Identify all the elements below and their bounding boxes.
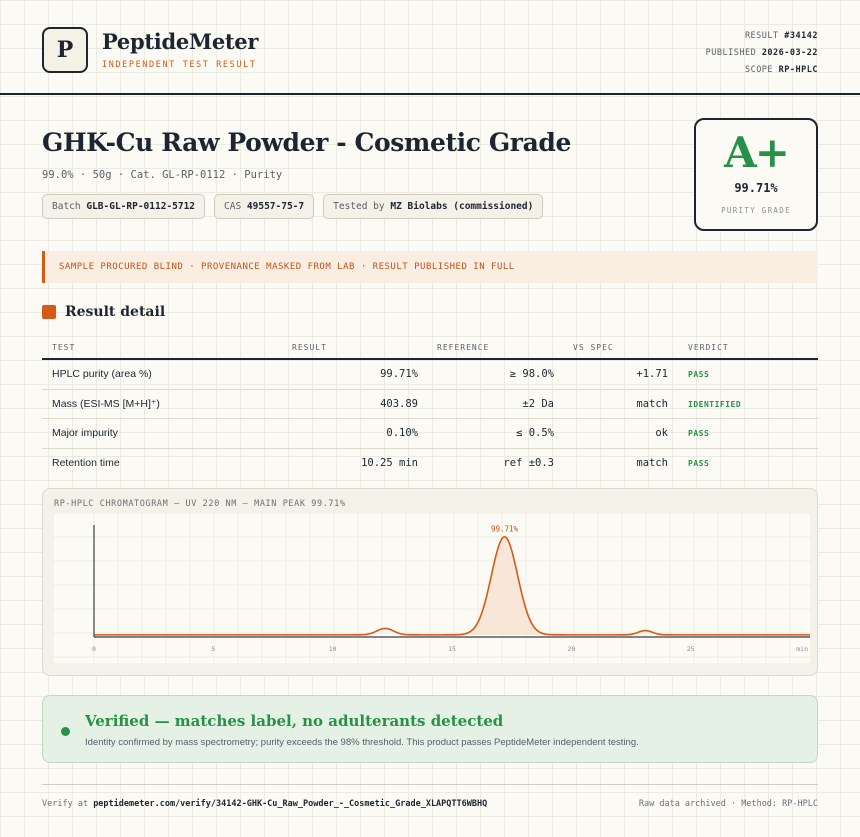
cell-verdict: PASS bbox=[688, 370, 710, 379]
cell-test: Retention time bbox=[52, 456, 120, 469]
meta-result-label: RESULT bbox=[744, 31, 779, 41]
series-line bbox=[94, 535, 810, 636]
cas-chip: CAS 49557-75-7 bbox=[214, 194, 315, 219]
peak-annotation: 99.71% bbox=[491, 525, 519, 534]
x-tick-label: 10 bbox=[329, 645, 337, 653]
x-tick-label: 25 bbox=[687, 645, 695, 653]
meta-result-value: #34142 bbox=[784, 31, 818, 41]
cell-reference: ≥ 98.0% bbox=[509, 368, 554, 380]
cell-vs-spec: ok bbox=[655, 427, 668, 439]
cell-result: 10.25 min bbox=[361, 456, 418, 469]
verified-title: Verified — matches label, no adulterants… bbox=[85, 712, 504, 730]
section-header: Result detail bbox=[42, 304, 165, 320]
chip-value: GLB-GL-RP-0112-5712 bbox=[86, 201, 196, 212]
report-header: P PeptideMeter INDEPENDENT TEST RESULT R… bbox=[42, 27, 818, 79]
meta-published: PUBLISHED 2026-03-22 bbox=[706, 45, 818, 62]
product-title: GHK-Cu Raw Powder - Cosmetic Grade bbox=[42, 128, 571, 157]
chart-plot-background bbox=[54, 513, 810, 663]
x-tick-label: 20 bbox=[567, 645, 575, 653]
cell-verdict: IDENTIFIED bbox=[688, 399, 742, 409]
meta-scope-label: SCOPE bbox=[744, 65, 774, 75]
cell-verdict: PASS bbox=[688, 429, 710, 438]
chart-title: RP-HPLC CHROMATOGRAM — UV 220 NM — MAIN … bbox=[54, 499, 346, 509]
peak-area-fill bbox=[462, 536, 547, 635]
cell-test: HPLC purity (area %) bbox=[52, 368, 152, 380]
cell-result: 0.10% bbox=[386, 427, 418, 439]
grade-value: 99.71% bbox=[734, 181, 778, 195]
footer-divider bbox=[42, 784, 818, 785]
col-header-result: RESULT bbox=[292, 343, 327, 352]
table-row: HPLC purity (area %) 99.71% ≥ 98.0% +1.7… bbox=[42, 360, 818, 390]
verified-dot-icon bbox=[61, 727, 70, 736]
cell-verdict: PASS bbox=[688, 458, 710, 468]
provenance-notice: SAMPLE PROCURED BLIND · PROVENANCE MASKE… bbox=[42, 251, 818, 283]
x-tick-label: min bbox=[796, 645, 808, 653]
chip-label: CAS bbox=[224, 201, 242, 212]
section-title: Result detail bbox=[65, 304, 166, 320]
batch-chip: Batch GLB-GL-RP-0112-5712 bbox=[42, 194, 206, 219]
purity-grade-badge: A+ 99.71% PURITY GRADE bbox=[694, 118, 818, 231]
col-header-test: TEST bbox=[52, 343, 76, 352]
chip-value: MZ Biolabs (commissioned) bbox=[390, 201, 534, 212]
verify-line: Verify at peptidemeter.com/verify/34142-… bbox=[42, 799, 487, 809]
brand-name[interactable]: PeptideMeter bbox=[102, 29, 259, 54]
verify-label: Verify at bbox=[42, 799, 89, 809]
meta-result: RESULT #34142 bbox=[706, 28, 818, 45]
chip-label: Tested by bbox=[333, 201, 385, 212]
brand-logo[interactable]: P bbox=[42, 27, 88, 73]
verified-banner: Verified — matches label, no adulterants… bbox=[42, 695, 818, 763]
cell-reference: ≤ 0.5% bbox=[516, 427, 554, 439]
cell-reference: ref ±0.3 bbox=[503, 456, 554, 469]
meta-published-value: 2026-03-22 bbox=[761, 48, 818, 58]
meta-published-label: PUBLISHED bbox=[705, 48, 757, 58]
grade-letter: A+ bbox=[724, 128, 790, 177]
cell-vs-spec: match bbox=[636, 456, 668, 469]
table-row: Major impurity 0.10% ≤ 0.5% ok PASS bbox=[42, 419, 818, 449]
x-tick-label: 15 bbox=[448, 645, 456, 653]
chromatogram-chart: 0 5 10 15 20 25 min 99.71% bbox=[54, 513, 810, 663]
footer-method: Raw data archived · Method: RP-HPLC bbox=[638, 799, 818, 809]
cell-result: 99.71% bbox=[380, 368, 418, 380]
grade-label: PURITY GRADE bbox=[721, 206, 791, 215]
x-tick-label: 5 bbox=[211, 645, 215, 653]
chip-value: 49557-75-7 bbox=[246, 201, 305, 212]
header-divider bbox=[0, 93, 860, 95]
cell-result: 403.89 bbox=[380, 397, 418, 410]
cell-vs-spec: match bbox=[636, 397, 668, 410]
verified-description: Identity confirmed by mass spectrometry;… bbox=[85, 737, 639, 748]
col-header-reference: REFERENCE bbox=[437, 343, 490, 352]
tested-by-chip: Tested by MZ Biolabs (commissioned) bbox=[323, 194, 544, 219]
verify-link[interactable]: peptidemeter.com/verify/34142-GHK-Cu_Raw… bbox=[93, 799, 488, 809]
col-header-vs-spec: VS SPEC bbox=[573, 343, 614, 352]
result-table: TEST RESULT REFERENCE VS SPEC VERDICT HP… bbox=[42, 338, 818, 478]
product-subtitle: 99.0% · 50g · Cat. GL-RP-0112 · Purity bbox=[42, 169, 283, 181]
table-row: Retention time 10.25 min ref ±0.3 match … bbox=[42, 449, 818, 479]
col-header-verdict: VERDICT bbox=[688, 343, 729, 352]
cell-reference: ±2 Da bbox=[522, 397, 554, 410]
meta-scope-value: RP-HPLC bbox=[778, 65, 818, 75]
chromatogram-card: RP-HPLC CHROMATOGRAM — UV 220 NM — MAIN … bbox=[42, 488, 818, 676]
section-marker-icon bbox=[42, 305, 56, 319]
product-chips: Batch GLB-GL-RP-0112-5712 CAS 49557-75-7… bbox=[42, 194, 544, 219]
chip-label: Batch bbox=[52, 201, 81, 212]
table-row: Mass (ESI-MS [M+H]⁺) 403.89 ±2 Da match … bbox=[42, 390, 818, 419]
cell-vs-spec: +1.71 bbox=[636, 368, 668, 380]
x-tick-label: 0 bbox=[92, 645, 96, 653]
result-meta: RESULT #34142 PUBLISHED 2026-03-22 SCOPE… bbox=[706, 28, 818, 79]
table-header-row: TEST RESULT REFERENCE VS SPEC VERDICT bbox=[42, 338, 818, 360]
cell-test: Major impurity bbox=[52, 427, 118, 439]
meta-scope: SCOPE RP-HPLC bbox=[706, 62, 818, 79]
brand-tagline: INDEPENDENT TEST RESULT bbox=[102, 60, 257, 70]
cell-test: Mass (ESI-MS [M+H]⁺) bbox=[52, 397, 160, 410]
